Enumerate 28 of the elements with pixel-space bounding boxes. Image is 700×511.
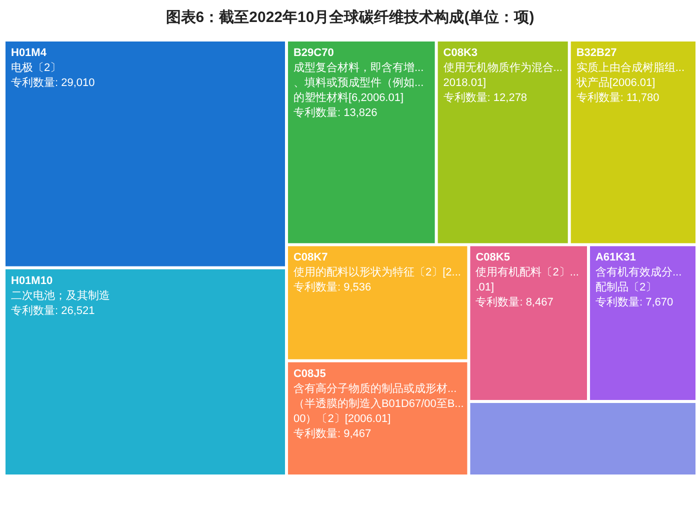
- data-label: 专利数量: 9,467: [293, 426, 372, 440]
- category-label: C08K7: [293, 252, 328, 264]
- cell: C08J5 含有高分子物质的制品或成形材... （半透膜的制造入B01D67/00至B... 00）〔2〕[2006.01] 专利数量: 9,467: [288, 362, 468, 474]
- category-label: H01M10: [11, 274, 53, 287]
- cell: A61K31 含有机有效成分... 配制品〔2〕 专利数量: 7,670: [590, 246, 696, 400]
- data-label: 专利数量: 11,780: [576, 91, 660, 104]
- cell: H01M10 二次电池；及其制造 专利数量: 26,521: [6, 269, 285, 474]
- cell: H01M4 电极〔2〕 专利数量: 29,010: [6, 42, 285, 266]
- category-label: H01M4: [11, 47, 48, 59]
- text: 图表6：截至2022年10月全球碳纤维技术构成(单位：项): [166, 8, 534, 26]
- data-label: 专利数量: 9,536: [293, 280, 372, 294]
- category-label: C08J5: [293, 368, 326, 380]
- cell: C08K7 使用的配料以形状为特征〔2〕[2... 专利数量: 9,536: [288, 246, 468, 360]
- category-label: C08K5: [476, 252, 510, 264]
- data-label: 专利数量: 29,010: [11, 76, 95, 89]
- data-label: 专利数量: 26,521: [11, 304, 95, 317]
- category-label: C08K3: [443, 47, 478, 59]
- category-label: A61K31: [595, 252, 636, 264]
- cell: B29C70 成型复合材料，即含有增... 、填料或预成型件（例如... 的塑性材料[6,2006.01] 专利数量: 13,826: [288, 42, 435, 244]
- data-label: 专利数量: 12,278: [443, 91, 528, 104]
- cell: C08K3 使用无机物质作为混合... 2018.01] 专利数量: 12,278: [438, 42, 568, 244]
- cell: C08K5 使用有机配料〔2〕... .01] 专利数量: 8,467: [470, 246, 587, 400]
- category-label: B29C70: [293, 47, 334, 59]
- data-label: 专利数量: 7,670: [595, 296, 674, 309]
- data-label: 专利数量: 13,826: [293, 106, 378, 119]
- cell: B32B27 实质上由合成树脂组... 状产品[2006.01] 专利数量: 11,780: [570, 42, 696, 244]
- category-label: B32B27: [576, 47, 617, 59]
- data-label: 专利数量: 8,467: [476, 296, 554, 309]
